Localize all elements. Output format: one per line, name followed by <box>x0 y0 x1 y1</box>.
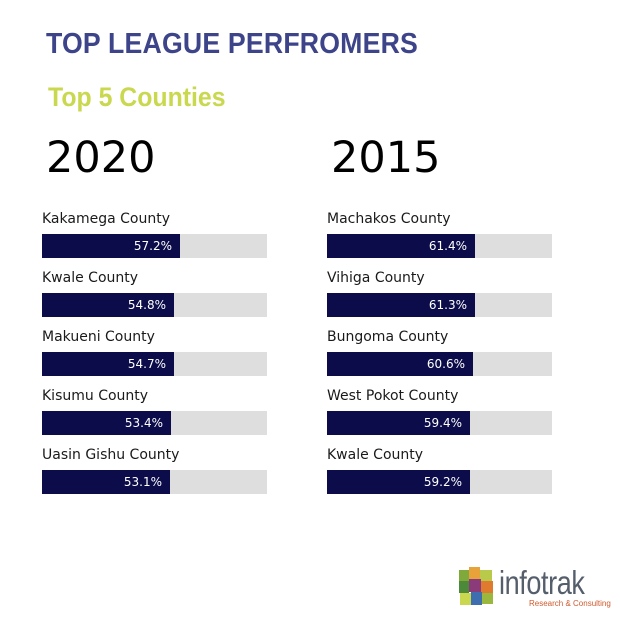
bar-category-label: Vihiga County <box>327 270 425 286</box>
bar-track: 54.7% <box>42 352 267 376</box>
bar: 53.4% <box>42 411 171 435</box>
bar-track: 60.6% <box>327 352 552 376</box>
year-heading-2020: 2020 <box>46 133 156 183</box>
logo-tagline: Research & Consulting <box>529 599 611 608</box>
bar-category-label: Kwale County <box>42 270 139 286</box>
bar-value-label: 54.7% <box>127 357 166 371</box>
infotrak-logo: infotrak Research & Consulting <box>457 564 611 611</box>
bar: 59.4% <box>327 411 470 435</box>
bar-row: Uasin Gishu County 53.1% <box>42 447 267 506</box>
bar: 54.7% <box>42 352 174 376</box>
bar-track: 59.2% <box>327 470 552 494</box>
bar-value-label: 61.3% <box>428 298 467 312</box>
bar-track: 61.3% <box>327 293 552 317</box>
bar: 61.4% <box>327 234 475 258</box>
bar-category-label: Kakamega County <box>42 211 170 227</box>
bar-row: Kwale County 59.2% <box>327 447 552 506</box>
bar-category-label: Uasin Gishu County <box>42 447 180 463</box>
bar: 60.6% <box>327 352 473 376</box>
bar-category-label: Kisumu County <box>42 388 149 404</box>
bar-category-label: Kwale County <box>327 447 424 463</box>
bar-value-label: 57.2% <box>133 239 172 253</box>
bar: 61.3% <box>327 293 475 317</box>
bar-row: Kwale County 54.8% <box>42 270 267 329</box>
bar-track: 54.8% <box>42 293 267 317</box>
bar-track: 57.2% <box>42 234 267 258</box>
bar-category-label: West Pokot County <box>327 388 459 404</box>
bar-category-label: Makueni County <box>42 329 155 345</box>
bar: 53.1% <box>42 470 170 494</box>
bar-row: West Pokot County 59.4% <box>327 388 552 447</box>
bar-value-label: 53.4% <box>124 416 163 430</box>
bar-row: Kisumu County 53.4% <box>42 388 267 447</box>
bar-track: 61.4% <box>327 234 552 258</box>
logo-wordmark: infotrak <box>499 564 585 601</box>
bar-track: 53.1% <box>42 470 267 494</box>
bar-row: Kakamega County 57.2% <box>42 211 267 270</box>
bar-row: Machakos County 61.4% <box>327 211 552 270</box>
bar-row: Vihiga County 61.3% <box>327 270 552 329</box>
bar-value-label: 59.2% <box>423 475 462 489</box>
chart-2015: Machakos County 61.4% Vihiga County 61.3% Bu… <box>327 211 552 506</box>
bar-row: Bungoma County 60.6% <box>327 329 552 388</box>
bar-category-label: Bungoma County <box>327 329 449 345</box>
bar-row: Makueni County 54.7% <box>42 329 267 388</box>
page-subtitle: Top 5 Counties <box>48 82 226 112</box>
bar-value-label: 61.4% <box>428 239 467 253</box>
bar: 59.2% <box>327 470 470 494</box>
chart-2020: Kakamega County 57.2% Kwale County 54.8% Mak… <box>42 211 267 506</box>
bar: 54.8% <box>42 293 174 317</box>
bar-value-label: 53.1% <box>123 475 162 489</box>
bar-track: 59.4% <box>327 411 552 435</box>
infotrak-cube-logo-icon <box>459 567 493 605</box>
page-title: TOP LEAGUE PERFROMERS <box>46 28 419 60</box>
year-heading-2015: 2015 <box>331 133 441 183</box>
bar-value-label: 54.8% <box>127 298 166 312</box>
bar-category-label: Machakos County <box>327 211 451 227</box>
bar-track: 53.4% <box>42 411 267 435</box>
bar: 57.2% <box>42 234 180 258</box>
bar-value-label: 59.4% <box>423 416 462 430</box>
bar-value-label: 60.6% <box>426 357 465 371</box>
